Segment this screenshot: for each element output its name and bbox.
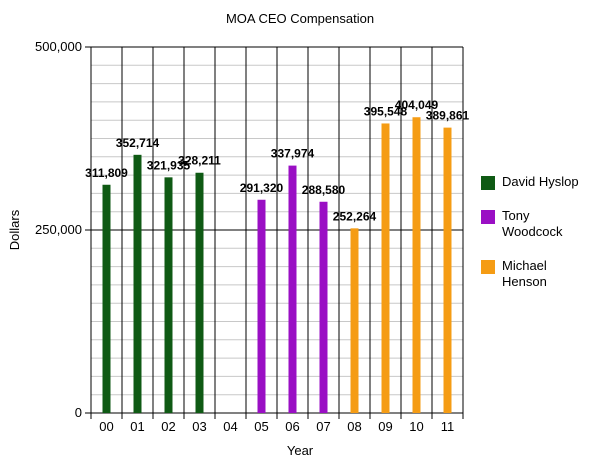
legend-item-michael-henson: Michael Henson [481,258,596,290]
data-label: 328,211 [178,154,221,168]
legend-label: Michael Henson [502,258,547,289]
data-label: 252,264 [333,209,377,223]
y-axis-label: Dollars [7,209,22,250]
legend-swatch [481,260,495,274]
y-tick-label: 0 [75,405,82,420]
x-tick-label: 08 [347,419,361,434]
bar [381,123,390,413]
bar [350,228,359,413]
x-tick-label: 04 [223,419,237,434]
x-tick-label: 01 [130,419,144,434]
data-label: 311,809 [85,166,128,180]
legend-item-david-hyslop: David Hyslop [481,174,596,190]
grid [85,46,464,419]
data-label: 404,049 [395,98,439,112]
legend-swatch [481,210,495,224]
bar [288,165,297,413]
y-tick-labels: 0 250,000 500,000 [35,39,82,420]
legend: David Hyslop Tony Woodcock Michael Henso… [481,174,596,308]
legend-item-tony-woodcock: Tony Woodcock [481,208,596,240]
x-tick-label: 00 [99,419,113,434]
bars [102,117,452,413]
x-tick-label: 03 [192,419,206,434]
bar [257,199,266,413]
bar [319,201,328,413]
x-tick-label: 07 [316,419,330,434]
x-tick-label: 09 [378,419,392,434]
data-label: 288,580 [302,183,346,197]
x-tick-label: 02 [161,419,175,434]
legend-label: David Hyslop [502,174,579,189]
legend-label: Tony Woodcock [502,208,563,239]
x-tick-label: 11 [441,419,455,434]
x-tick-label: 06 [285,419,299,434]
x-tick-label: 10 [409,419,423,434]
bar [412,117,421,413]
legend-swatch [481,176,495,190]
data-label: 395,548 [364,104,408,118]
bar [102,184,111,413]
y-tick-label: 500,000 [35,39,82,54]
bar [164,177,173,413]
chart-title: MOA CEO Compensation [226,11,374,26]
data-label: 337,974 [271,147,315,161]
y-tick-label: 250,000 [35,222,82,237]
x-tick-labels: 00 01 02 03 04 05 06 07 08 09 10 11 [99,419,454,434]
bar [443,127,452,413]
bar [195,172,204,413]
data-label: 291,320 [240,181,284,195]
x-axis-label: Year [287,443,314,458]
data-label: 352,714 [116,136,160,150]
data-label: 321,935 [147,158,191,172]
x-tick-label: 05 [254,419,268,434]
bar [133,154,142,413]
data-label: 389,861 [426,109,470,123]
